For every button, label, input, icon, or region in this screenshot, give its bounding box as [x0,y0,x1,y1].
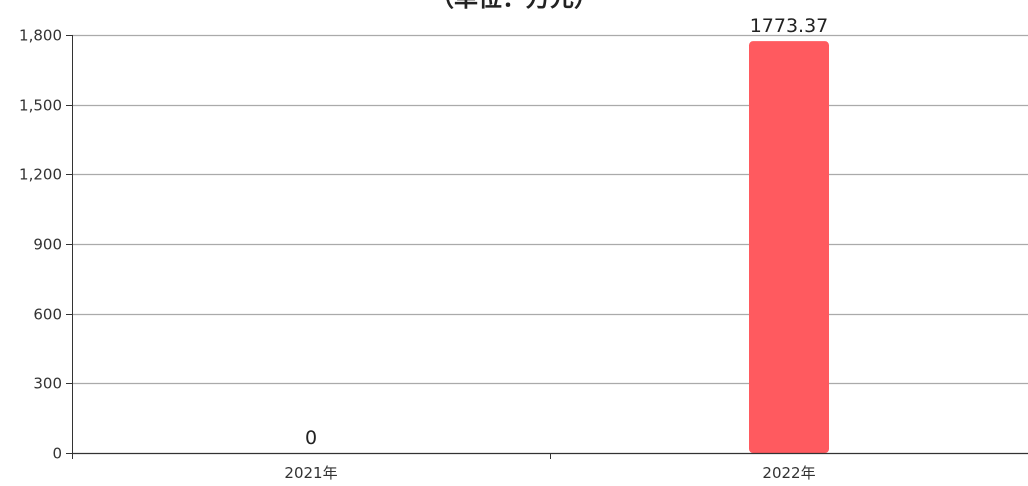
y-tick-label: 1,200 [19,166,62,184]
chart-title: （单位：万元） [0,0,1028,13]
y-tick-label: 0 [52,445,62,463]
grid-lines [72,34,1028,385]
y-tick-label: 900 [33,236,62,254]
bars [749,41,829,453]
y-tick-label: 600 [33,306,62,324]
x-tick-label: 2021年 [284,464,337,482]
x-tick-label: 2022年 [762,464,815,482]
labels: 0 300 600 900 1,200 1,500 1,800 0 2021年 1773.37 20… [19,15,828,482]
y-tick-label: 300 [33,375,62,393]
data-label: 1773.37 [750,15,829,37]
y-tick-label: 1,500 [19,97,62,115]
y-tick-label: 1,800 [19,27,62,45]
axes [66,35,1028,459]
data-label: 0 [305,427,317,449]
bar [749,41,829,453]
